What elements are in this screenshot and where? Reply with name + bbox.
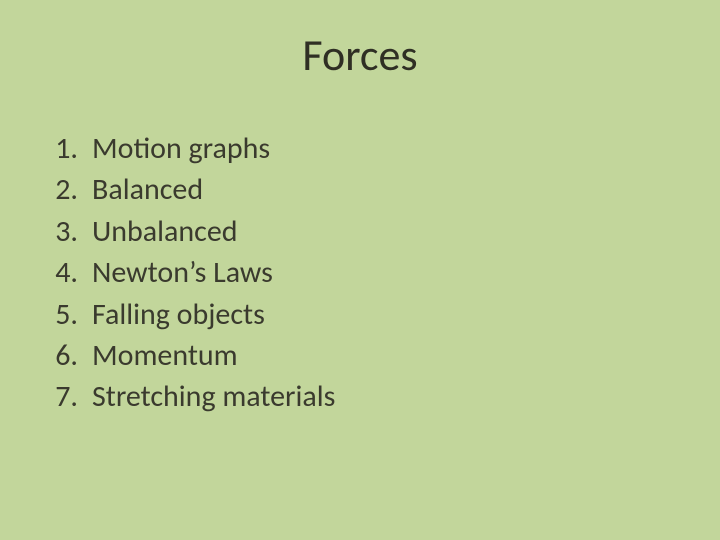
list-number: 4.	[40, 252, 92, 293]
list-number: 6.	[40, 335, 92, 376]
list-label: Stretching materials	[92, 376, 335, 417]
list-label: Motion graphs	[92, 128, 270, 169]
slide-title: Forces	[0, 0, 720, 92]
list-label: Newton’s Laws	[92, 252, 273, 293]
list-item: 3. Unbalanced	[40, 211, 335, 252]
list-number: 3.	[40, 211, 92, 252]
list-number: 1.	[40, 128, 92, 169]
list-item: 7. Stretching materials	[40, 376, 335, 417]
list-number: 2.	[40, 169, 92, 210]
list-item: 6. Momentum	[40, 335, 335, 376]
slide: Forces 1. Motion graphs 2. Balanced 3. U…	[0, 0, 720, 540]
list-item: 4. Newton’s Laws	[40, 252, 335, 293]
list-item: 2. Balanced	[40, 169, 335, 210]
list-number: 5.	[40, 294, 92, 335]
list-item: 5. Falling objects	[40, 294, 335, 335]
numbered-list: 1. Motion graphs 2. Balanced 3. Unbalanc…	[40, 128, 335, 418]
list-label: Balanced	[92, 169, 203, 210]
list-label: Falling objects	[92, 294, 265, 335]
list-item: 1. Motion graphs	[40, 128, 335, 169]
list-number: 7.	[40, 376, 92, 417]
list-label: Unbalanced	[92, 211, 238, 252]
list-label: Momentum	[92, 335, 238, 376]
